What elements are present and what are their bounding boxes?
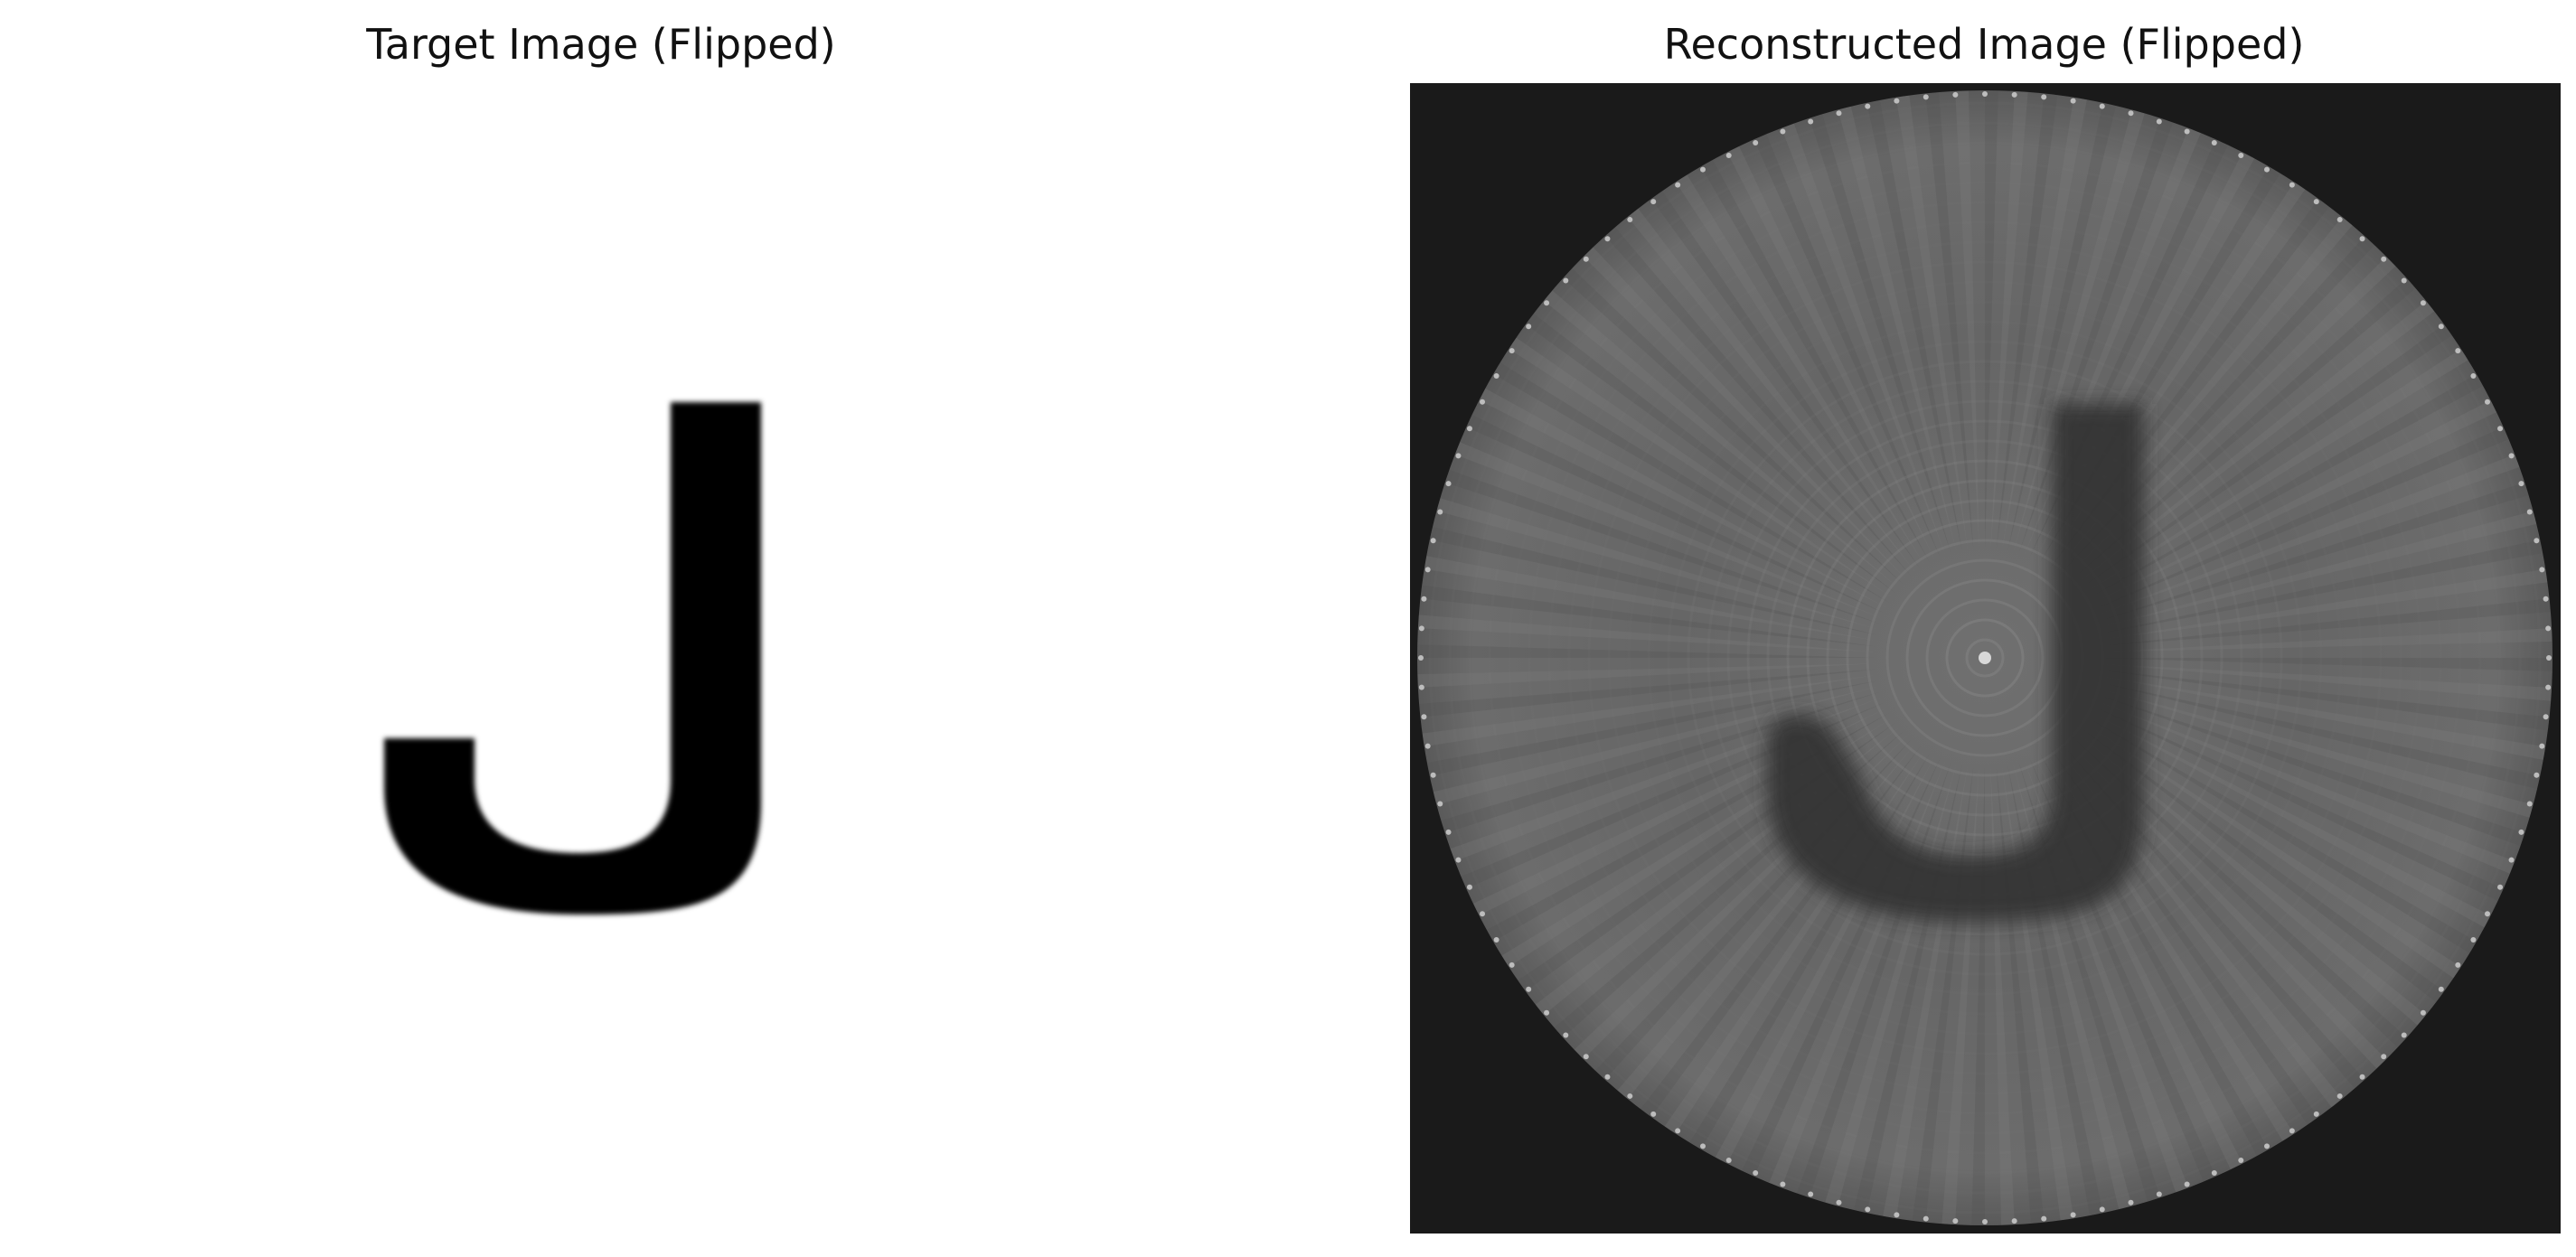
center-highlight <box>1979 652 1991 664</box>
target-image-title: Target Image (Flipped) <box>366 20 836 69</box>
reconstructed-letter-j <box>1767 404 2144 922</box>
target-letter-j-graphic <box>384 402 761 915</box>
reconstructed-image-title: Reconstructed Image (Flipped) <box>1663 20 2305 69</box>
edge-dots <box>1418 91 2552 1224</box>
target-letter-j <box>384 402 761 915</box>
reconstructed-image <box>1410 83 2561 1234</box>
target-image-panel: Target Image (Flipped) <box>0 0 1202 1257</box>
target-image <box>0 83 1202 1233</box>
reconstructed-graphic <box>1410 83 2561 1234</box>
ring-artifacts <box>1428 101 2542 1215</box>
reconstructed-image-panel: Reconstructed Image (Flipped) <box>1392 0 2576 1257</box>
streak-artifacts <box>1417 90 2552 1225</box>
